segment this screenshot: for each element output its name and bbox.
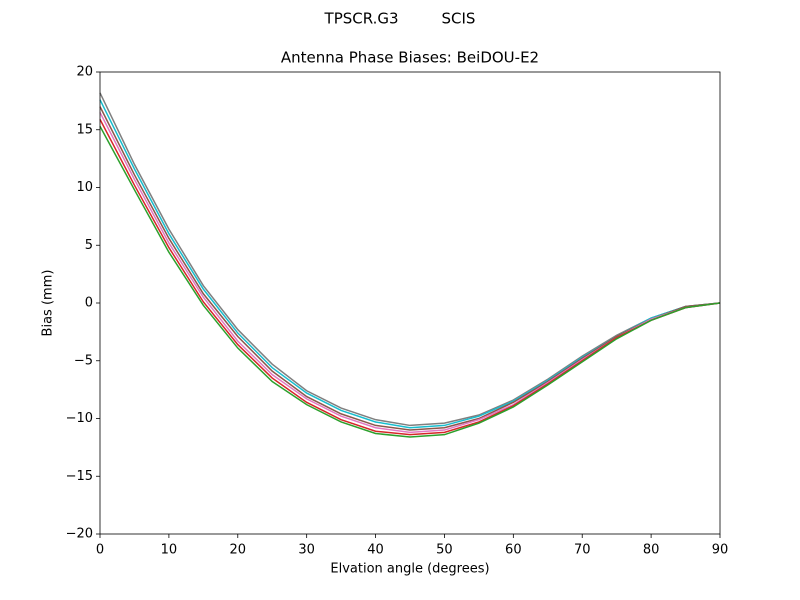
x-tick-label: 70 bbox=[574, 543, 591, 558]
y-tick-label: −10 bbox=[66, 411, 93, 426]
y-tick-label: 15 bbox=[76, 122, 93, 137]
x-tick-label: 40 bbox=[367, 543, 384, 558]
y-tick-label: −5 bbox=[74, 353, 93, 368]
plot-frame bbox=[99, 71, 721, 535]
y-tick-label: 0 bbox=[85, 296, 93, 311]
x-tick-label: 80 bbox=[643, 543, 660, 558]
data-line bbox=[99, 125, 721, 438]
x-tick-label: 20 bbox=[230, 543, 247, 558]
suptitle: TPSCR.G3 SCIS bbox=[324, 10, 476, 28]
y-tick-label: 5 bbox=[85, 238, 93, 253]
y-tick-label: −15 bbox=[66, 469, 93, 484]
x-axis-label: Elvation angle (degrees) bbox=[330, 562, 489, 577]
x-tick-label: 50 bbox=[436, 543, 453, 558]
y-tick-label: −20 bbox=[66, 527, 93, 542]
x-tick-label: 90 bbox=[712, 543, 729, 558]
y-tick-label: 20 bbox=[76, 65, 93, 80]
y-axis-label: Bias (mm) bbox=[41, 270, 56, 337]
data-line bbox=[99, 106, 721, 431]
x-tick-label: 60 bbox=[505, 543, 522, 558]
y-tick-label: 10 bbox=[76, 180, 93, 195]
x-tick-label: 10 bbox=[161, 543, 178, 558]
data-line bbox=[99, 92, 721, 427]
chart-title: Antenna Phase Biases: BeiDOU-E2 bbox=[281, 49, 539, 67]
x-tick-label: 30 bbox=[298, 543, 315, 558]
x-tick-label: 0 bbox=[96, 543, 104, 558]
data-line bbox=[99, 119, 721, 436]
